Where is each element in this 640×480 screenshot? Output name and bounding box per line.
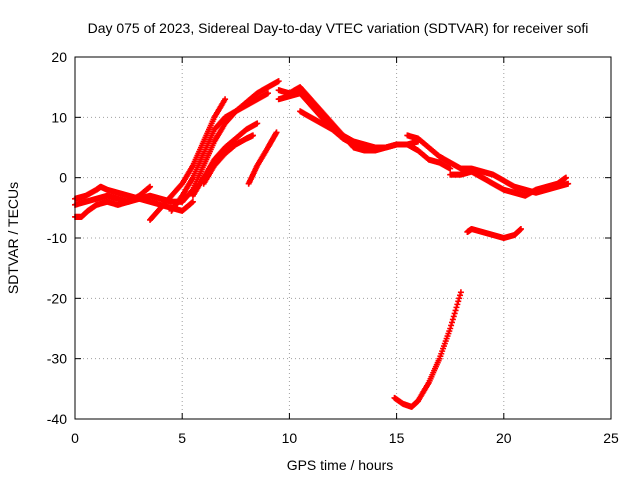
y-tick-label: -10 — [47, 230, 67, 246]
x-tick-label: 20 — [496, 430, 512, 446]
y-tick-label: 20 — [51, 49, 67, 65]
y-axis-label: SDTVAR / TECUs — [5, 182, 21, 294]
y-tick-label: 0 — [59, 170, 67, 186]
data-points — [72, 78, 572, 410]
chart-title: Day 075 of 2023, Sidereal Day-to-day VTE… — [88, 20, 589, 36]
series-arc-14 — [447, 168, 569, 199]
data-point — [447, 165, 454, 172]
marker-trace — [455, 298, 462, 305]
marker-trace — [453, 304, 460, 311]
series-arc-15 — [464, 225, 524, 241]
data-point — [147, 183, 154, 190]
axis-ticks — [74, 56, 612, 420]
tick-labels: 0 5 10 15 20 25 -40 -30 -20 -10 0 10 20 — [47, 49, 619, 446]
series-arc-16 — [391, 289, 464, 410]
marker-trace — [454, 301, 461, 308]
x-tick-label: 15 — [389, 430, 405, 446]
series-arc-7 — [189, 120, 261, 199]
data-point — [249, 132, 256, 139]
data-point — [222, 96, 229, 103]
data-point — [254, 120, 261, 127]
x-tick-label: 25 — [603, 430, 619, 446]
series-arc-4 — [147, 96, 229, 223]
marker-trace — [448, 319, 455, 326]
marker-trace — [448, 322, 455, 329]
data-point — [562, 174, 569, 181]
series-arc-9 — [245, 129, 280, 187]
data-point — [264, 90, 271, 97]
y-tick-label: 10 — [51, 109, 67, 125]
marker-trace — [449, 316, 456, 323]
x-axis-label: GPS time / hours — [287, 457, 394, 473]
series-arc-8 — [200, 132, 256, 187]
y-tick-label: -30 — [47, 351, 67, 367]
marker-trace — [457, 292, 464, 299]
series-arc-3 — [72, 183, 154, 220]
data-point — [275, 78, 282, 85]
data-point — [517, 225, 524, 232]
marker-trace — [451, 310, 458, 317]
data-point — [457, 289, 464, 296]
y-tick-label: -20 — [47, 290, 67, 306]
marker-trace — [452, 307, 459, 314]
series-arc-6 — [179, 78, 282, 205]
y-tick-label: -40 — [47, 411, 67, 427]
x-tick-label: 5 — [178, 430, 186, 446]
data-point — [273, 129, 280, 136]
data-point — [189, 198, 196, 205]
x-tick-label: 10 — [282, 430, 298, 446]
data-point — [447, 325, 454, 332]
data-point — [565, 180, 572, 187]
x-tick-label: 0 — [71, 430, 79, 446]
marker-trace — [450, 313, 457, 320]
marker-trace — [456, 295, 463, 302]
